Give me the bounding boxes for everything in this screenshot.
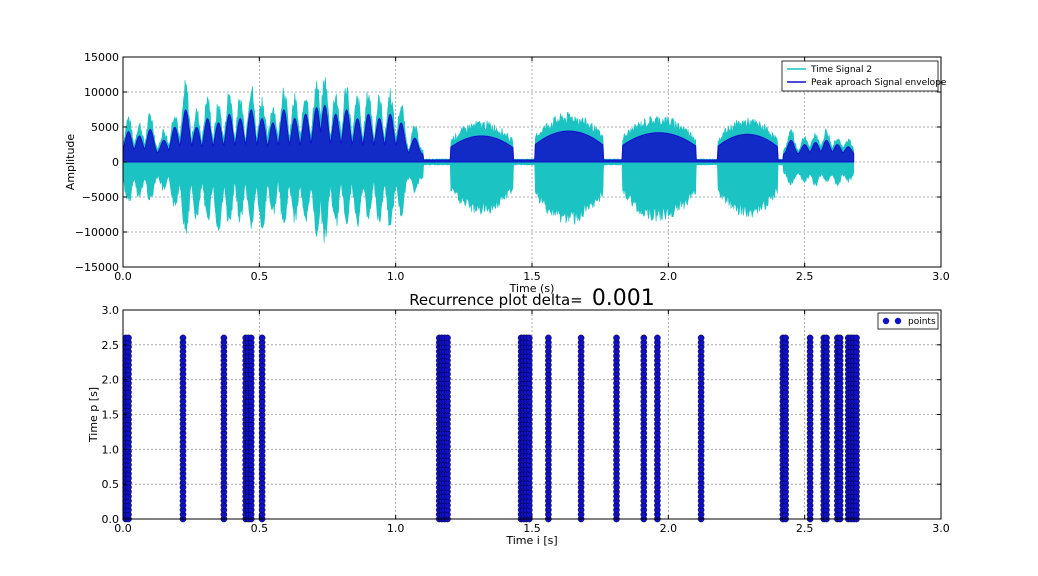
recurrence-point — [179, 334, 187, 342]
recurrence-point — [782, 334, 789, 342]
bottom-y-axis-label: Time p [s] — [87, 387, 100, 443]
recurrence-point — [577, 334, 585, 342]
recurrence-point — [526, 334, 533, 342]
recurrence-point — [444, 334, 451, 342]
recurrence-point — [220, 334, 228, 342]
top-legend: Time Signal 2 Peak aproach Signal envelo… — [781, 60, 947, 92]
bottom-ytick-label: 1.5 — [102, 409, 120, 422]
bottom-xtick-label: 0.5 — [251, 522, 269, 535]
top-xtick-label: 3.0 — [932, 270, 950, 283]
top-ytick-label: 5000 — [91, 121, 119, 134]
top-ytick-label: 15000 — [84, 51, 119, 64]
recurrence-point — [247, 334, 255, 342]
recurrence-point — [125, 334, 132, 342]
envelope-fill — [122, 104, 855, 163]
bottom-ytick-label: 0.5 — [102, 478, 120, 491]
top-xtick-label: 0.5 — [251, 270, 269, 283]
top-xtick-label: 1.5 — [523, 270, 541, 283]
top-legend-box — [781, 60, 939, 92]
bottom-ticks: 0.0 0.5 1.0 1.5 2.0 2.5 3.0 0.0 0.5 1.0 1.5 2.0 2.5 3… — [102, 304, 950, 535]
bottom-xtick-label: 0.0 — [114, 522, 132, 535]
top-ticks: 0.0 0.5 1.0 1.5 2.0 2.5 3.0 −15000 −10000 −5000 0 5… — [75, 51, 950, 283]
recurrence-point — [853, 334, 860, 342]
bottom-ytick-label: 2.5 — [102, 339, 120, 352]
title-value: 0.001 — [592, 286, 655, 311]
legend-marker — [894, 317, 902, 325]
top-ytick-label: 10000 — [84, 86, 119, 99]
legend-label-envelope: Peak aproach Signal envelope — [811, 78, 947, 88]
top-xtick-label: 2.0 — [660, 270, 678, 283]
top-ytick-label: −5000 — [82, 191, 119, 204]
recurrence-point — [823, 334, 830, 342]
top-xtick-label: 0.0 — [114, 270, 132, 283]
recurrence-point — [697, 334, 705, 342]
recurrence-point — [654, 334, 661, 342]
recurrence-point — [613, 334, 620, 342]
top-envelope-area — [122, 104, 855, 163]
bottom-ytick-label: 2.0 — [102, 374, 120, 387]
top-x-axis-label: Time (s) — [509, 282, 555, 295]
bottom-chart: 0.0 0.5 1.0 1.5 2.0 2.5 3.0 0.0 0.5 1.0 1.5 2.0 2.5 3… — [87, 304, 950, 547]
recurrence-points — [122, 334, 860, 523]
bottom-legend-box — [877, 312, 939, 330]
recurrence-plot-title: Recurrence plot delta= 0.001 — [409, 286, 655, 311]
top-ytick-label: −10000 — [75, 226, 119, 239]
top-y-axis-label: Amplitude — [64, 134, 77, 191]
recurrence-point — [640, 334, 648, 342]
bottom-xtick-label: 3.0 — [932, 522, 950, 535]
title-prefix: Recurrence plot delta= — [409, 291, 583, 309]
top-xtick-label: 2.5 — [796, 270, 814, 283]
bottom-xtick-label: 1.5 — [523, 522, 541, 535]
bottom-xtick-label: 1.0 — [387, 522, 405, 535]
bottom-xtick-label: 2.5 — [796, 522, 814, 535]
legend-marker — [882, 317, 890, 325]
top-ytick-label: 0 — [112, 156, 119, 169]
recurrence-point — [836, 334, 844, 342]
recurrence-point — [258, 334, 266, 342]
top-ytick-label: −15000 — [75, 261, 119, 274]
legend-label-time-signal: Time Signal 2 — [810, 65, 872, 75]
bottom-ytick-label: 3.0 — [102, 304, 120, 317]
legend-label-points: points — [908, 317, 936, 327]
bottom-ytick-label: 0.0 — [102, 513, 120, 526]
bottom-xtick-label: 2.0 — [660, 522, 678, 535]
top-xtick-label: 1.0 — [387, 270, 405, 283]
top-chart: 0.0 0.5 1.0 1.5 2.0 2.5 3.0 −15000 −10000 −5000 0 5… — [64, 51, 950, 295]
recurrence-point — [806, 334, 814, 342]
bottom-legend: points — [877, 312, 939, 330]
bottom-x-axis-label: Time i [s] — [505, 534, 557, 547]
bottom-ytick-label: 1.0 — [102, 443, 120, 456]
recurrence-point — [545, 334, 552, 342]
